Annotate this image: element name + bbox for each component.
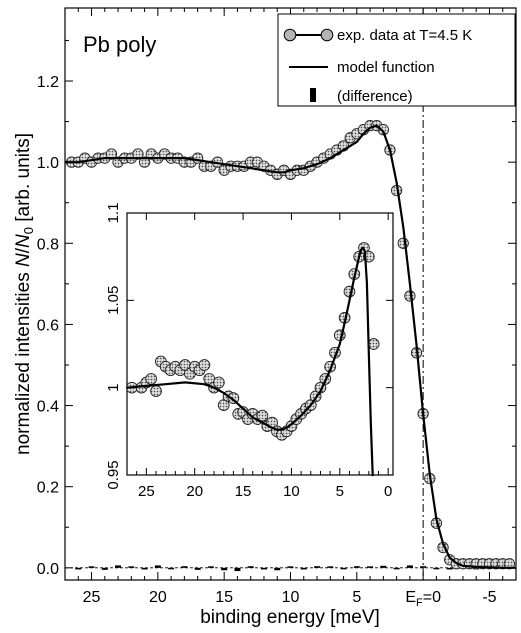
inset-data-point bbox=[256, 409, 269, 422]
difference-bar bbox=[433, 567, 440, 570]
inset-x-tick-label: 25 bbox=[138, 483, 155, 500]
x-tick-label: 10 bbox=[282, 589, 300, 606]
legend-box bbox=[277, 13, 516, 107]
difference-bar bbox=[101, 567, 108, 570]
difference-bar bbox=[287, 566, 294, 568]
legend-entry-difference: (difference) bbox=[310, 88, 413, 105]
difference-bar bbox=[207, 566, 214, 568]
inset-data-point bbox=[217, 399, 230, 411]
difference-bar bbox=[327, 566, 334, 568]
difference-bar bbox=[340, 567, 347, 570]
difference-bar bbox=[446, 567, 453, 570]
inset-x-tick-label: 15 bbox=[235, 483, 252, 500]
legend: exp. data at T=4.5 K model function (dif… bbox=[277, 13, 516, 107]
main-model-line bbox=[65, 124, 516, 569]
difference-bar bbox=[221, 567, 228, 571]
inset-y-tick-label: 0.95 bbox=[105, 460, 122, 489]
inset-data-point bbox=[150, 385, 162, 398]
inset-x-tick-label: 10 bbox=[283, 483, 300, 500]
main-plot: 25 20 15 10 5 EF=0 -50.00.20.40.60.81.01.2 Pb … bbox=[37, 7, 517, 609]
data-point bbox=[105, 148, 118, 160]
difference-bar bbox=[247, 566, 254, 568]
x-tick-label: 15 bbox=[215, 589, 233, 606]
legend-data-marker-left bbox=[283, 28, 297, 42]
data-point bbox=[503, 558, 516, 570]
difference-bar bbox=[406, 565, 413, 568]
inset-axis-ticks: 25 20 15 10 5 0 0.95 1 1.05 1.1 bbox=[105, 203, 393, 500]
difference-bars bbox=[65, 565, 516, 572]
data-point bbox=[377, 124, 390, 136]
inset-model-line bbox=[126, 246, 374, 477]
y-tick-label: 0.8 bbox=[37, 236, 59, 253]
difference-bar bbox=[300, 567, 307, 570]
difference-bar bbox=[181, 566, 188, 568]
difference-bar bbox=[154, 565, 161, 568]
inset-x-tick-label: 5 bbox=[336, 483, 344, 500]
legend-entry-data: exp. data at T=4.5 K bbox=[283, 27, 472, 44]
legend-label-model: model function bbox=[337, 59, 435, 76]
y-tick-label: 0.0 bbox=[37, 561, 59, 578]
legend-entry-model: model function bbox=[289, 59, 435, 76]
data-point bbox=[132, 148, 144, 160]
difference-bar bbox=[367, 566, 374, 568]
inset-y-tick-label: 1.1 bbox=[105, 203, 122, 224]
difference-bar bbox=[393, 567, 400, 570]
difference-bar bbox=[314, 566, 321, 568]
difference-bar bbox=[260, 567, 267, 570]
difference-bar bbox=[274, 567, 281, 571]
legend-label-data: exp. data at T=4.5 K bbox=[337, 27, 472, 44]
inset-plot-background bbox=[102, 213, 393, 510]
x-tick-label: 25 bbox=[83, 589, 101, 606]
difference-bar bbox=[234, 567, 241, 572]
inset-plot-frame bbox=[126, 212, 394, 476]
main-axis-ticks: 25 20 15 10 5 EF=0 -50.00.20.40.60.81.01.2 bbox=[37, 8, 516, 609]
inset-data-point bbox=[198, 359, 211, 371]
difference-bar bbox=[194, 567, 201, 570]
inset-y-tick-label: 1.05 bbox=[105, 286, 122, 315]
chart-title: Pb poly bbox=[83, 32, 156, 57]
x-tick-label: 5 bbox=[352, 589, 361, 606]
y-tick-label: 1.2 bbox=[37, 74, 59, 91]
difference-bar bbox=[115, 565, 122, 568]
inset-data-point bbox=[367, 338, 380, 350]
difference-bar bbox=[141, 567, 148, 570]
data-point bbox=[397, 237, 409, 249]
y-tick-label: 0.4 bbox=[37, 399, 59, 416]
x-tick-label: EF=0 bbox=[405, 589, 441, 609]
inset-data-point bbox=[213, 376, 225, 389]
difference-bar bbox=[88, 566, 95, 568]
inset-y-tick-label: 1 bbox=[105, 384, 122, 392]
x-tick-label: -5 bbox=[482, 589, 496, 606]
x-tick-label: 20 bbox=[149, 589, 167, 606]
legend-difference-swatch bbox=[310, 88, 316, 102]
difference-bar bbox=[353, 566, 360, 568]
difference-bar bbox=[420, 566, 427, 568]
legend-data-marker-right bbox=[320, 28, 334, 42]
y-tick-label: 1.0 bbox=[37, 155, 59, 172]
inset-data-point bbox=[145, 373, 158, 385]
legend-label-difference: (difference) bbox=[337, 88, 413, 105]
difference-bar bbox=[128, 566, 135, 568]
inset-plot: 25 20 15 10 5 0 0.95 1 1.05 1.1 bbox=[102, 203, 394, 510]
y-tick-label: 0.6 bbox=[37, 317, 59, 334]
x-axis-label: binding energy [meV] bbox=[200, 607, 380, 628]
inset-x-tick-label: 0 bbox=[384, 483, 392, 500]
y-tick-label: 0.2 bbox=[37, 480, 59, 497]
difference-bar bbox=[380, 565, 387, 568]
difference-bar bbox=[75, 567, 82, 570]
difference-bar bbox=[168, 567, 175, 570]
y-axis-label: normalized intensities N/N0 [arb. units] bbox=[13, 133, 36, 455]
data-point bbox=[138, 156, 151, 168]
inset-x-tick-label: 20 bbox=[186, 483, 203, 500]
